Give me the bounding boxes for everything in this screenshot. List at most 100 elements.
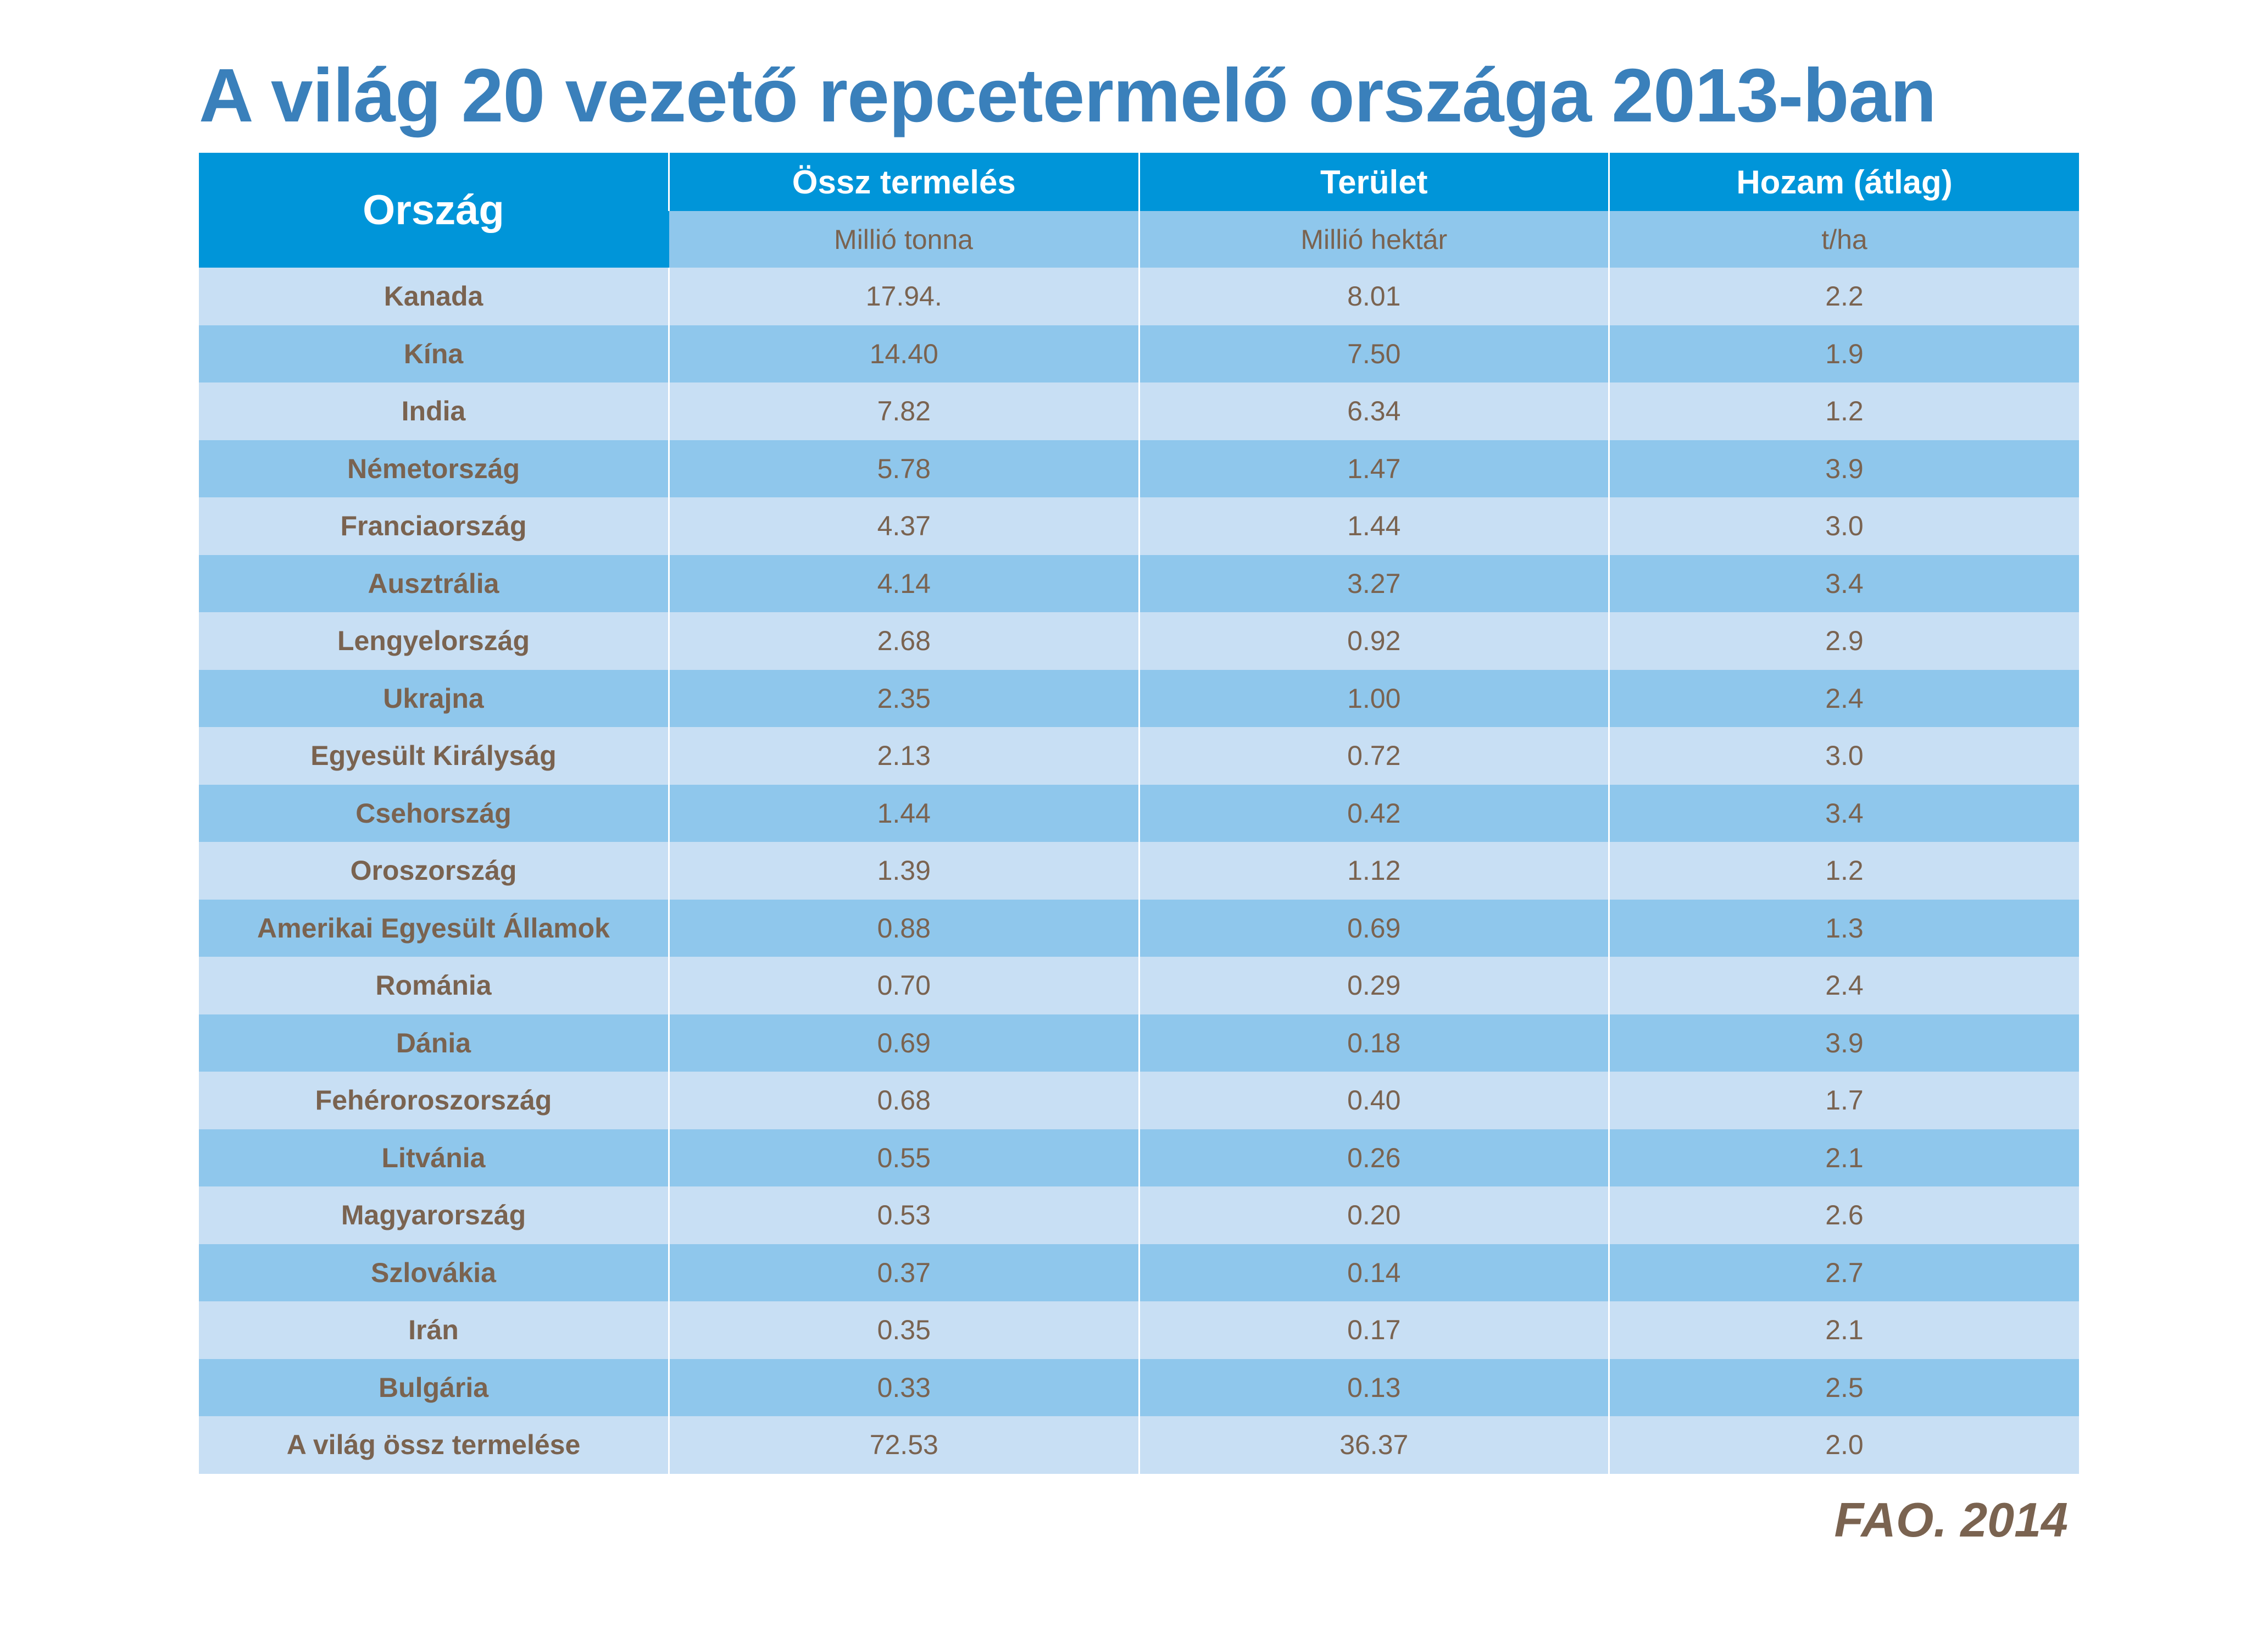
cell-production: 0.69 [668,1014,1139,1072]
cell-country: Irán [199,1301,669,1359]
table-row: Dánia 0.69 0.18 3.9 [199,1014,2079,1072]
cell-production: 0.55 [668,1129,1139,1186]
unit-area: Millió hektár [1138,211,1609,268]
cell-yield: 2.0 [1608,1416,2079,1474]
table-row: Litvánia 0.55 0.26 2.1 [199,1129,2079,1186]
cell-yield: 2.4 [1608,957,2079,1014]
unit-yield: t/ha [1608,211,2079,268]
cell-area: 1.00 [1138,669,1609,727]
cell-production: 17.94. [668,268,1139,325]
cell-production: 0.70 [668,957,1139,1014]
table-row: Szlovákia 0.37 0.14 2.7 [199,1244,2079,1301]
cell-country: Oroszország [199,842,669,900]
cell-area: 0.92 [1138,612,1609,670]
table-row: Németország 5.78 1.47 3.9 [199,440,2079,497]
table-row: Fehéroroszország 0.68 0.40 1.7 [199,1072,2079,1129]
cell-yield: 2.4 [1608,669,2079,727]
cell-production: 5.78 [668,440,1139,497]
cell-yield: 2.2 [1608,268,2079,325]
unit-production: Millió tonna [669,211,1139,268]
cell-area: 0.26 [1138,1129,1609,1186]
cell-production: 0.33 [668,1358,1139,1416]
cell-production: 2.13 [668,727,1139,785]
cell-yield: 3.0 [1608,497,2079,555]
cell-area: 1.47 [1138,440,1609,497]
cell-country: Kína [199,325,669,382]
cell-area: 0.29 [1138,957,1609,1014]
cell-country: Ausztrália [199,554,669,612]
page-title: A világ 20 vezető repcetermelő országa 2… [199,53,1937,138]
cell-yield: 2.6 [1608,1186,2079,1244]
cell-area: 0.13 [1138,1358,1609,1416]
cell-production: 1.44 [668,784,1139,842]
table-row: Egyesült Királyság 2.13 0.72 3.0 [199,727,2079,785]
cell-yield: 1.2 [1608,382,2079,440]
cell-production: 0.35 [668,1301,1139,1359]
source-note: FAO. 2014 [1834,1493,2068,1547]
cell-country: Lengyelország [199,612,669,670]
table-row: Csehország 1.44 0.42 3.4 [199,784,2079,842]
cell-area: 6.34 [1138,382,1609,440]
cell-yield: 2.1 [1608,1129,2079,1186]
table-row: India 7.82 6.34 1.2 [199,382,2079,440]
cell-country: Németország [199,440,669,497]
header-production: Össz termelés [668,153,1139,211]
cell-production: 0.88 [668,899,1139,957]
cell-production: 0.37 [668,1244,1139,1301]
cell-production: 4.14 [668,554,1139,612]
table-row: Bulgária 0.33 0.13 2.5 [199,1358,2079,1416]
table-row: Ukrajna 2.35 1.00 2.4 [199,669,2079,727]
cell-country: Amerikai Egyesült Államok [199,899,669,957]
table-row: Ausztrália 4.14 3.27 3.4 [199,554,2079,612]
cell-country: Románia [199,957,669,1014]
cell-yield: 1.9 [1608,325,2079,382]
cell-yield: 1.2 [1608,842,2079,900]
table-row: Franciaország 4.37 1.44 3.0 [199,497,2079,555]
cell-country: A világ össz termelése [199,1416,669,1474]
header-country: Ország [199,153,669,268]
cell-yield: 3.4 [1608,784,2079,842]
table-row: Irán 0.35 0.17 2.1 [199,1301,2079,1359]
cell-country: Ukrajna [199,669,669,727]
cell-production: 0.68 [668,1072,1139,1129]
cell-country: Bulgária [199,1358,669,1416]
cell-area: 1.44 [1138,497,1609,555]
unit-row: Millió tonna Millió hektár t/ha [199,211,2079,268]
cell-country: Franciaország [199,497,669,555]
header-yield: Hozam (átlag) [1608,153,2079,211]
cell-production: 14.40 [668,325,1139,382]
cell-production: 2.35 [668,669,1139,727]
cell-yield: 2.5 [1608,1358,2079,1416]
cell-yield: 2.7 [1608,1244,2079,1301]
cell-area: 0.20 [1138,1186,1609,1244]
cell-country: Dánia [199,1014,669,1072]
cell-country: Litvánia [199,1129,669,1186]
cell-production: 1.39 [668,842,1139,900]
cell-area: 0.72 [1138,727,1609,785]
cell-yield: 2.1 [1608,1301,2079,1359]
cell-area: 7.50 [1138,325,1609,382]
cell-area: 0.14 [1138,1244,1609,1301]
cell-production: 2.68 [668,612,1139,670]
production-table: Ország Össz termelés Terület Hozam (átla… [199,153,2079,1474]
table-row: Románia 0.70 0.29 2.4 [199,957,2079,1014]
cell-country: Magyarország [199,1186,669,1244]
header-row: Ország Össz termelés Terület Hozam (átla… [199,153,2079,268]
cell-yield: 3.9 [1608,440,2079,497]
cell-country: Szlovákia [199,1244,669,1301]
cell-area: 3.27 [1138,554,1609,612]
table-row: A világ össz termelése 72.53 36.37 2.0 [199,1416,2079,1474]
cell-production: 72.53 [668,1416,1139,1474]
cell-production: 4.37 [668,497,1139,555]
cell-area: 0.40 [1138,1072,1609,1129]
cell-area: 8.01 [1138,268,1609,325]
cell-country: Fehéroroszország [199,1072,669,1129]
cell-area: 0.18 [1138,1014,1609,1072]
cell-area: 0.69 [1138,899,1609,957]
table-row: Amerikai Egyesült Államok 0.88 0.69 1.3 [199,899,2079,957]
cell-country: India [199,382,669,440]
cell-country: Kanada [199,268,669,325]
cell-production: 7.82 [668,382,1139,440]
table-row: Kína 14.40 7.50 1.9 [199,325,2079,382]
cell-yield: 2.9 [1608,612,2079,670]
